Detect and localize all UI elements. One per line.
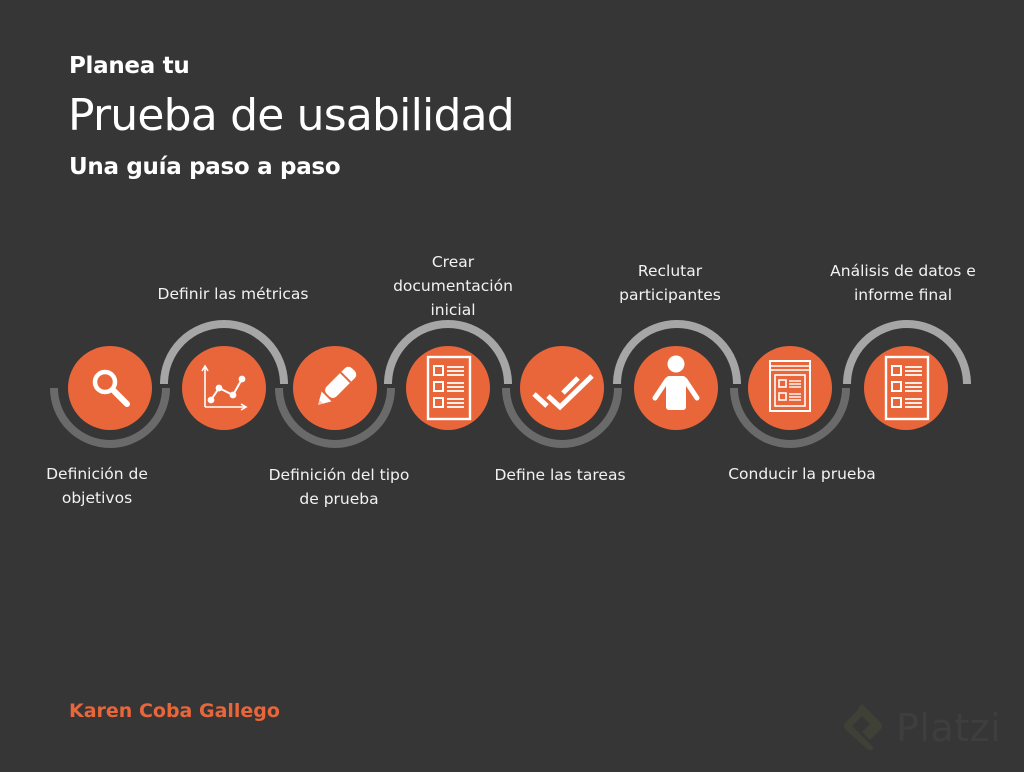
arc-lower-5 [502, 387, 622, 448]
step-7-node [748, 346, 832, 430]
step-3-label: Definición del tipo de prueba [268, 466, 410, 508]
step-7-label: Conducir la prueba [728, 465, 876, 483]
arc-upper-2 [160, 320, 288, 385]
step-5-label: Define las tareas [494, 466, 626, 484]
browser-window-icon [769, 360, 811, 412]
step-4-label: Crear documentación inicial [393, 253, 513, 319]
step-8-node [864, 346, 948, 430]
step-1-node [68, 346, 152, 430]
step-2-label: Definir las métricas [157, 285, 309, 303]
step-3-node [293, 346, 377, 430]
platzi-logo-text: Platzi [896, 706, 1002, 750]
step-4-node [406, 346, 490, 430]
arc-upper-4 [384, 320, 512, 385]
step-6-label: Reclutar participantes [619, 262, 721, 304]
magnifier-icon [92, 369, 130, 407]
author-name: Karen Coba Gallego [69, 700, 280, 722]
checklist-document-icon [884, 355, 930, 421]
arc-lower-1 [50, 387, 170, 448]
person-icon [652, 355, 700, 410]
step-2-node [182, 346, 266, 430]
step-1-label: Definición de objetivos [46, 465, 148, 507]
arc-lower-7 [730, 387, 850, 448]
line-chart-icon [201, 364, 248, 411]
pre-title: Planea tu [69, 53, 190, 79]
step-8-label: Análisis de datos e informe final [830, 262, 976, 304]
arc-upper-6 [613, 320, 741, 385]
pencil-icon [318, 366, 357, 405]
checklist-document-icon [426, 355, 472, 421]
platzi-logo-icon [844, 704, 882, 750]
page-title: Prueba de usabilidad [68, 90, 515, 141]
step-5-node [520, 346, 604, 430]
step-6-node [634, 346, 718, 430]
arc-lower-3 [275, 387, 395, 448]
double-check-icon [532, 374, 594, 411]
platzi-logo: Platzi [840, 700, 1001, 756]
subtitle: Una guía paso a paso [69, 154, 341, 180]
arc-upper-8 [843, 320, 971, 385]
